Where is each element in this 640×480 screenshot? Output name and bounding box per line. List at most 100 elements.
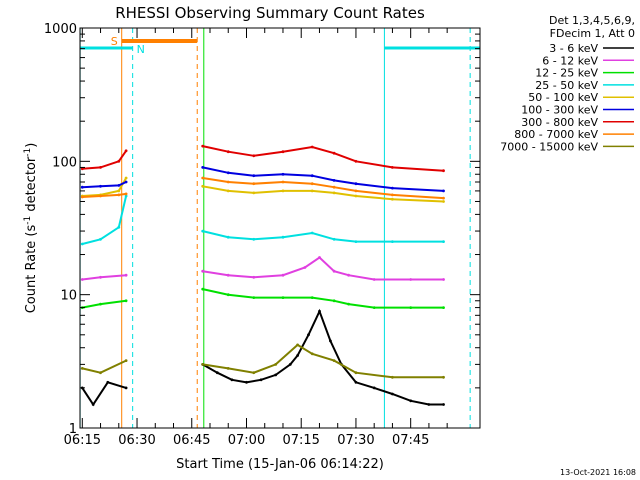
series-point [391, 193, 394, 197]
series-point [442, 169, 445, 173]
legend-entry-label: 3 - 6 keV [549, 42, 598, 55]
series-point [310, 231, 314, 235]
series-point [274, 363, 278, 366]
series-point [332, 269, 336, 273]
series-point [245, 380, 248, 384]
series-point [347, 302, 350, 306]
y-tick-label: 100 [52, 155, 77, 170]
series-point [332, 179, 336, 182]
series-point [442, 306, 445, 309]
y-tick-label: 10 [60, 289, 77, 304]
legend-entry-label: 7000 - 15000 keV [500, 140, 598, 153]
series-point [329, 339, 332, 343]
series-point [117, 225, 121, 229]
series-point [281, 273, 285, 277]
series-point [354, 182, 358, 186]
series-point [332, 299, 336, 303]
series-point [124, 386, 128, 390]
series-point [124, 273, 128, 277]
series-point [252, 191, 256, 195]
series-point [201, 229, 205, 233]
series-point [288, 363, 292, 366]
series-point [201, 176, 205, 180]
series-point [226, 367, 230, 370]
series-point [409, 278, 413, 281]
y-axis-label-sup2: -1 [23, 148, 33, 157]
series-point [274, 373, 278, 377]
series-line [82, 192, 127, 198]
series-point [252, 275, 256, 279]
legend-entry-label: 6 - 12 keV [542, 54, 598, 67]
series-point [354, 240, 358, 244]
series-point [281, 189, 285, 193]
series-point [442, 189, 445, 193]
y-axis: 1 10 100 1000 [44, 22, 480, 437]
series-point [99, 302, 102, 306]
series-point [80, 185, 84, 189]
series-point [252, 182, 256, 186]
series-point [201, 269, 205, 273]
series-point [99, 371, 102, 375]
series-point [215, 371, 219, 375]
series-point [259, 378, 263, 382]
chart-title: RHESSI Observing Summary Count Rates [115, 4, 425, 22]
series-point [310, 174, 314, 178]
series-line [81, 381, 127, 407]
series-point [99, 275, 102, 279]
legend-header-line-2: FDecim 1, Att 0 [550, 27, 635, 40]
series-point [354, 380, 358, 384]
y-tick-label: 1 [69, 422, 77, 437]
series-line [82, 181, 127, 189]
series-point [391, 186, 394, 190]
x-tick-label: 06:15 [64, 433, 101, 448]
series-point [124, 194, 128, 198]
saa-label: S [111, 35, 118, 48]
series-point [332, 185, 336, 189]
series-line [82, 195, 128, 245]
legend-entry-label: 800 - 7000 keV [514, 128, 598, 141]
series-point [307, 333, 310, 337]
x-tick-label: 06:30 [118, 433, 155, 448]
series-point [310, 182, 314, 186]
legend-entry-label: 25 - 50 keV [535, 79, 598, 92]
x-axis-label: Start Time (15-Jan-06 06:14:22) [176, 457, 384, 472]
series-point [124, 192, 128, 196]
series-point [409, 306, 413, 309]
series-point [124, 149, 128, 153]
series-point [442, 196, 445, 200]
series-point [281, 172, 285, 176]
series-point [201, 184, 205, 188]
series-point [442, 375, 445, 379]
series-point [332, 191, 336, 195]
series-point [226, 180, 230, 184]
series-point [117, 184, 121, 187]
series-point [391, 197, 394, 201]
series-point [106, 380, 110, 384]
series-point [354, 189, 358, 193]
legend-entry-label: 50 - 100 keV [528, 91, 598, 104]
series-point [296, 354, 299, 357]
series-point [226, 171, 230, 175]
series-point [226, 150, 230, 154]
series-point [281, 150, 285, 154]
plot-frame [79, 27, 481, 429]
series-point [318, 309, 321, 313]
y-axis-label-end: ) [24, 143, 39, 148]
series-point [124, 176, 128, 180]
legend: Det 1,3,4,5,6,9, FDecim 1, Att 0 3 - 6 k… [500, 14, 635, 153]
series-point [281, 296, 285, 299]
series-point [318, 256, 321, 259]
series-point [117, 193, 121, 197]
series-point [332, 237, 336, 241]
series-point [91, 403, 95, 406]
series-line [202, 308, 444, 406]
series-point [391, 166, 394, 169]
x-tick-label: 06:45 [173, 433, 210, 448]
orbit-marks: SN [79, 28, 480, 428]
legend-entry-label: 100 - 300 keV [521, 104, 598, 117]
series-layer [80, 144, 445, 407]
series-point [281, 180, 285, 184]
series-point [442, 278, 445, 281]
